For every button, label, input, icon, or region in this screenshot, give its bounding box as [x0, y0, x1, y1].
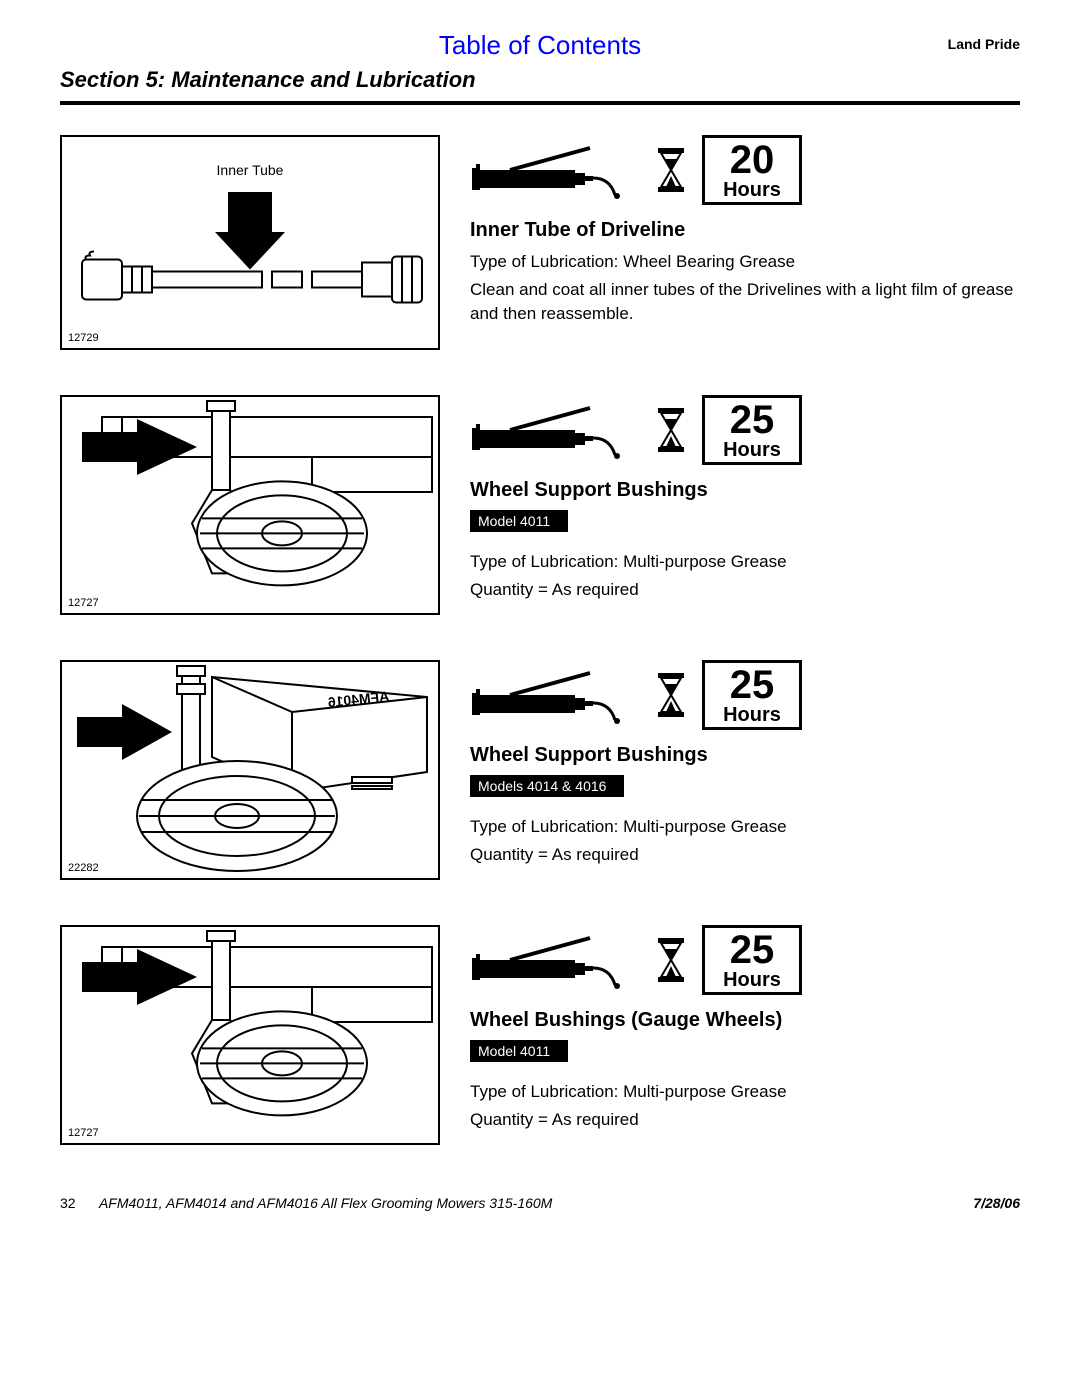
figure-id: 22282 [68, 862, 99, 874]
body-text-line: Type of Lubrication: Multi-purpose Greas… [470, 815, 1020, 839]
figure-id: 12727 [68, 1127, 99, 1139]
page-number: 32 [60, 1195, 76, 1211]
hours-row: 20 Hours [470, 135, 1020, 205]
hourglass-icon [658, 938, 684, 982]
model-badge: Model 4011 [470, 1040, 568, 1062]
hours-box: 25 Hours [702, 925, 802, 995]
item-title: Wheel Bushings (Gauge Wheels) [470, 1009, 1020, 1032]
item-title: Inner Tube of Driveline [470, 219, 1020, 242]
item-title: Wheel Support Bushings [470, 479, 1020, 502]
page-header: Table of Contents Land Pride Section 5: … [60, 30, 1020, 93]
brand-label: Land Pride [948, 36, 1020, 52]
figure-id: 12729 [68, 332, 99, 344]
hours-row: 25 Hours [470, 925, 1020, 995]
body-text-line: Clean and coat all inner tubes of the Dr… [470, 278, 1020, 326]
section-title: Section 5: Maintenance and Lubrication [60, 67, 1020, 93]
footer-date: 7/28/06 [973, 1195, 1020, 1211]
body-text-line: Quantity = As required [470, 843, 1020, 867]
figure-box: Inner Tube 12729 [60, 135, 440, 350]
hours-box: 25 Hours [702, 660, 802, 730]
hours-number: 20 [715, 140, 789, 180]
body-text: Type of Lubrication: Wheel Bearing Greas… [470, 250, 1020, 325]
toc-link[interactable]: Table of Contents [60, 30, 1020, 61]
figure-id: 12727 [68, 597, 99, 609]
model-badge: Model 4011 [470, 510, 568, 532]
grease-gun-icon [470, 140, 640, 200]
hours-number: 25 [715, 930, 789, 970]
body-text-line: Type of Lubrication: Multi-purpose Greas… [470, 550, 1020, 574]
page-footer: 32 AFM4011, AFM4014 and AFM4016 All Flex… [60, 1195, 1020, 1211]
hours-box: 25 Hours [702, 395, 802, 465]
body-text-line: Type of Lubrication: Wheel Bearing Greas… [470, 250, 1020, 274]
doc-id: AFM4011, AFM4014 and AFM4016 All Flex Gr… [99, 1195, 552, 1211]
hours-label: Hours [715, 440, 789, 460]
hours-number: 25 [715, 400, 789, 440]
hourglass-icon [658, 673, 684, 717]
hours-label: Hours [715, 180, 789, 200]
figure-inner-label: Inner Tube [217, 162, 284, 178]
body-text: Type of Lubrication: Multi-purpose Greas… [470, 1080, 1020, 1132]
grease-gun-icon [470, 665, 640, 725]
hours-row: 25 Hours [470, 395, 1020, 465]
figure-box: 12727 [60, 395, 440, 615]
body-text-line: Quantity = As required [470, 1108, 1020, 1132]
item-title: Wheel Support Bushings [470, 744, 1020, 767]
body-text-line: Quantity = As required [470, 578, 1020, 602]
lubrication-entry: 12727 25 Hours Wheel Bushings (Gauge W [60, 925, 1020, 1145]
hours-box: 20 Hours [702, 135, 802, 205]
lubrication-entry: AFM4016 22282 [60, 660, 1020, 880]
hours-label: Hours [715, 705, 789, 725]
lubrication-entry: Inner Tube 12729 20 Hours Inner [60, 135, 1020, 350]
body-text: Type of Lubrication: Multi-purpose Greas… [470, 550, 1020, 602]
header-rule [60, 101, 1020, 105]
figure-box: AFM4016 22282 [60, 660, 440, 880]
hourglass-icon [658, 148, 684, 192]
hours-number: 25 [715, 665, 789, 705]
lubrication-entry: 12727 25 Hours Wheel Support Bushings [60, 395, 1020, 615]
grease-gun-icon [470, 400, 640, 460]
hourglass-icon [658, 408, 684, 452]
model-badge: Models 4014 & 4016 [470, 775, 624, 797]
hours-row: 25 Hours [470, 660, 1020, 730]
grease-gun-icon [470, 930, 640, 990]
hours-label: Hours [715, 970, 789, 990]
body-text: Type of Lubrication: Multi-purpose Greas… [470, 815, 1020, 867]
figure-box: 12727 [60, 925, 440, 1145]
body-text-line: Type of Lubrication: Multi-purpose Greas… [470, 1080, 1020, 1104]
